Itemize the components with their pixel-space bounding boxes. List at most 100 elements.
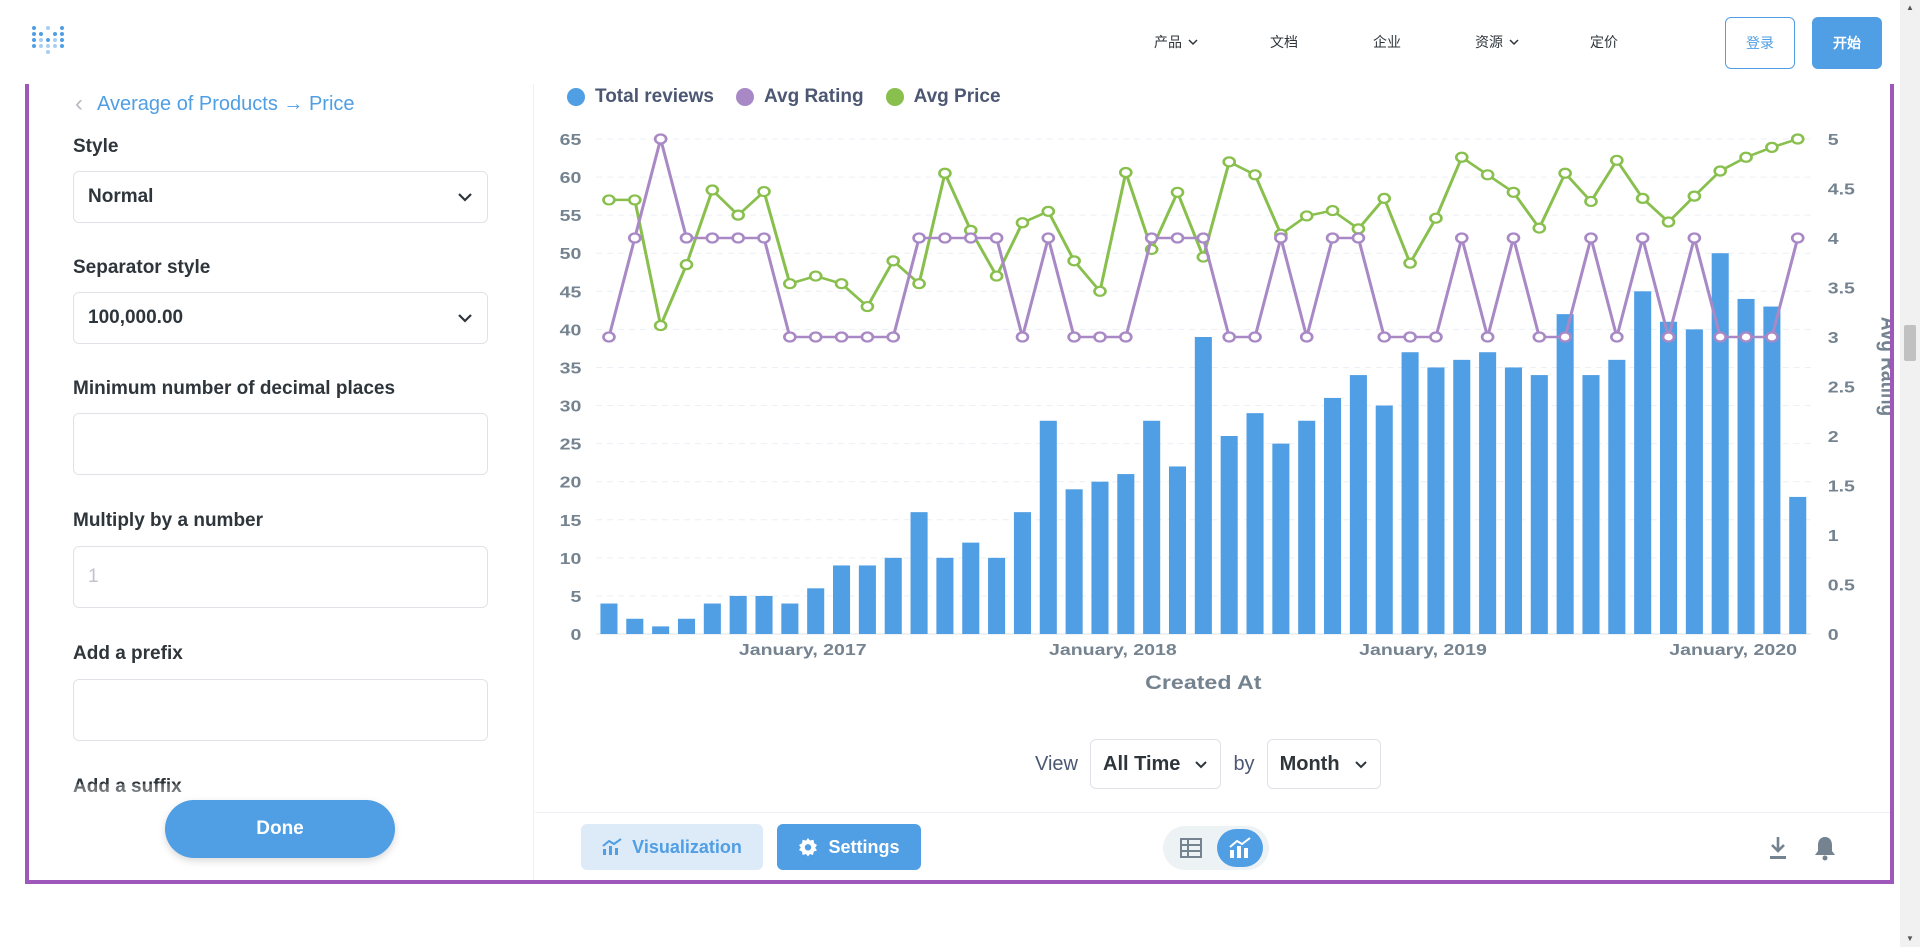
avg-rating-point <box>1094 333 1105 342</box>
chart-view-toggle[interactable] <box>1217 829 1263 867</box>
bar-total-reviews <box>781 604 798 634</box>
page-scrollbar[interactable]: ▲ ▼ <box>1900 0 1920 947</box>
bar-total-reviews <box>807 588 824 634</box>
avg-rating-point <box>681 234 692 243</box>
bar-total-reviews <box>1789 497 1806 634</box>
avg-price-point <box>603 195 614 204</box>
avg-price-point <box>1766 143 1777 152</box>
y-right-tick-label: 3 <box>1828 329 1839 347</box>
avg-rating-point <box>1611 333 1622 342</box>
time-range-value: All Time <box>1103 753 1180 776</box>
settings-breadcrumb[interactable]: ‹ Average of Products → Price <box>75 90 355 118</box>
granularity-select[interactable]: Month <box>1267 739 1381 789</box>
avg-rating-point <box>1301 333 1312 342</box>
avg-price-point <box>1327 206 1338 215</box>
x-tick-label: January, 2017 <box>739 641 867 659</box>
avg-price-point <box>1792 135 1803 144</box>
bar-total-reviews <box>859 565 876 634</box>
avg-rating-point <box>939 234 950 243</box>
metabase-logo-icon[interactable] <box>30 22 66 58</box>
by-label: by <box>1233 753 1254 776</box>
bar-total-reviews <box>1117 474 1134 634</box>
avg-rating-point <box>965 234 976 243</box>
avg-rating-point <box>1534 333 1545 342</box>
avg-rating-point <box>1792 234 1803 243</box>
bar-total-reviews <box>1272 444 1289 634</box>
nav-enterprise[interactable]: 企业 <box>1373 32 1401 52</box>
start-button[interactable]: 开始 <box>1812 17 1882 69</box>
breadcrumb-label[interactable]: Average of Products → Price <box>97 93 355 116</box>
table-icon[interactable] <box>1179 836 1203 860</box>
prefix-input[interactable] <box>73 679 488 741</box>
avg-price-point <box>862 302 873 311</box>
style-select[interactable]: Normal <box>73 171 488 223</box>
separator-style-select[interactable]: 100,000.00 <box>73 292 488 344</box>
granularity-value: Month <box>1280 753 1340 776</box>
nav-enterprise-label: 企业 <box>1373 32 1401 52</box>
avg-price-point <box>939 169 950 178</box>
visualization-button[interactable]: Visualization <box>581 824 763 870</box>
visualization-label: Visualization <box>632 837 742 858</box>
login-button[interactable]: 登录 <box>1725 17 1795 69</box>
avg-price-point <box>991 272 1002 281</box>
y-left-tick-label: 45 <box>560 283 582 301</box>
y-right-tick-label: 1.5 <box>1828 477 1855 495</box>
avg-rating-point <box>1069 333 1080 342</box>
avg-rating-point <box>759 234 770 243</box>
y-right-tick-label: 2 <box>1828 428 1839 446</box>
nav-pricing[interactable]: 定价 <box>1590 32 1618 52</box>
scroll-up-arrow-icon[interactable]: ▲ <box>1900 0 1920 16</box>
y-left-tick-label: 30 <box>560 397 582 415</box>
min-decimals-input[interactable] <box>73 413 488 475</box>
avg-rating-point <box>1405 333 1416 342</box>
nav-docs[interactable]: 文档 <box>1270 32 1298 52</box>
y-left-tick-label: 0 <box>571 626 582 644</box>
time-range-select[interactable]: All Time <box>1090 739 1221 789</box>
top-nav: 产品 文档 企业 资源 定价 登录 开始 <box>0 0 1900 84</box>
avg-price-point <box>681 260 692 269</box>
avg-rating-point <box>1430 333 1441 342</box>
bar-total-reviews <box>936 558 953 634</box>
chevron-left-icon[interactable]: ‹ <box>75 90 83 118</box>
multiply-input[interactable]: 1 <box>73 546 488 608</box>
avg-price-point <box>836 279 847 288</box>
avg-price-point <box>1405 259 1416 268</box>
avg-price-point <box>1172 188 1183 197</box>
avg-price-point <box>1069 256 1080 265</box>
avg-price-point <box>1637 194 1648 203</box>
bar-total-reviews <box>1091 482 1108 634</box>
avg-price-point <box>784 279 795 288</box>
y-left-tick-label: 20 <box>560 473 582 491</box>
y-left-tick-label: 25 <box>560 435 582 453</box>
bar-total-reviews <box>1660 322 1677 634</box>
bar-total-reviews <box>1247 413 1264 634</box>
bar-total-reviews <box>885 558 902 634</box>
bell-icon[interactable] <box>1813 835 1837 861</box>
avg-rating-point <box>1198 234 1209 243</box>
column-settings-panel: ‹ Average of Products → Price Style Norm… <box>29 84 534 880</box>
bar-total-reviews <box>833 565 850 634</box>
download-icon[interactable] <box>1767 835 1789 861</box>
avg-rating-point <box>862 333 873 342</box>
avg-rating-point <box>1379 333 1390 342</box>
avg-price-point <box>629 195 640 204</box>
avg-rating-point <box>784 333 795 342</box>
bar-total-reviews <box>1066 489 1083 634</box>
bar-total-reviews <box>1557 314 1574 634</box>
bar-total-reviews <box>1376 406 1393 634</box>
scroll-down-arrow-icon[interactable]: ▼ <box>1900 931 1920 947</box>
nav-pricing-label: 定价 <box>1590 32 1618 52</box>
avg-rating-point <box>1043 234 1054 243</box>
style-label: Style <box>73 136 118 158</box>
scrollbar-thumb[interactable] <box>1904 325 1916 361</box>
settings-button[interactable]: Settings <box>777 824 921 870</box>
bar-total-reviews <box>1479 352 1496 634</box>
y-left-tick-label: 65 <box>560 131 582 149</box>
nav-resources[interactable]: 资源 <box>1475 32 1519 52</box>
bar-total-reviews <box>962 543 979 634</box>
avg-price-point <box>1301 211 1312 220</box>
nav-products[interactable]: 产品 <box>1154 32 1198 52</box>
separator-style-label: Separator style <box>73 257 210 279</box>
chevron-down-icon <box>457 313 473 323</box>
done-button[interactable]: Done <box>165 800 395 858</box>
